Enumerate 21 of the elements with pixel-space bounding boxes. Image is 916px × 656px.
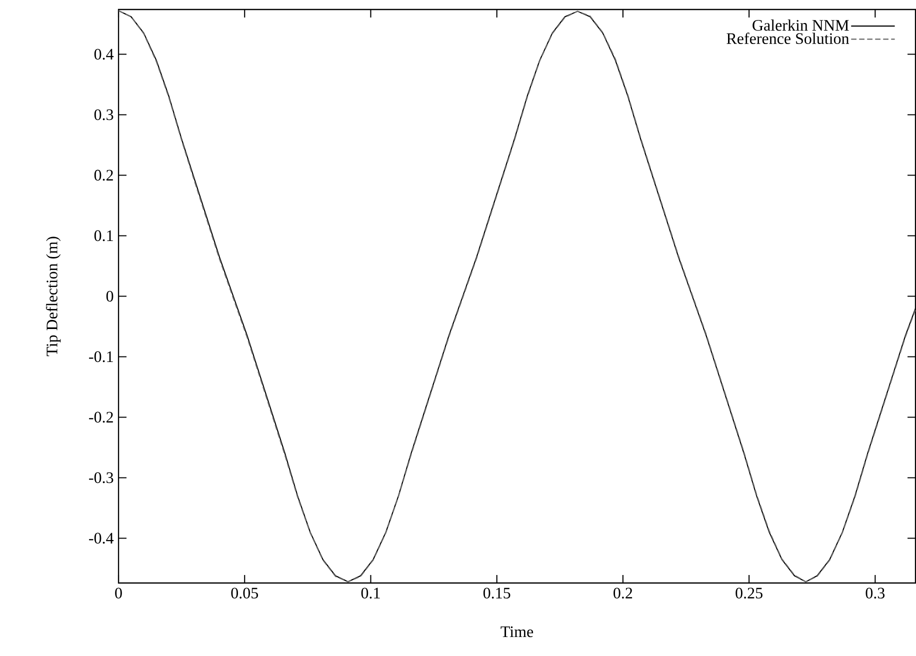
- x-tick-label: 0.3: [866, 588, 885, 599]
- y-tick-label: 0.4: [94, 48, 114, 60]
- y-tick-label: 0: [106, 290, 114, 302]
- x-tick-label: 0.1: [361, 588, 380, 599]
- y-tick-label: -0.3: [89, 472, 114, 484]
- line-series: [118, 10, 916, 582]
- x-tick-label: 0.05: [231, 588, 258, 599]
- x-tick-label: 0.2: [614, 588, 632, 599]
- legend-label: Galerkin NNM: [752, 19, 849, 31]
- x-tick-label: 0.15: [483, 588, 510, 599]
- y-tick-label: -0.2: [89, 412, 113, 423]
- x-axis-title: Time: [500, 626, 534, 638]
- y-tick-label: 0.3: [94, 109, 114, 120]
- y-tick-label: 0.1: [94, 230, 113, 242]
- x-tick-label: 0: [115, 588, 122, 598]
- y-axis-title: Tip Deflection (m): [46, 236, 61, 356]
- y-tick-label: 0.2: [94, 170, 113, 181]
- y-tick-label: -0.1: [89, 351, 113, 362]
- legend-label: Reference Solution: [726, 32, 850, 44]
- y-tick-label: -0.4: [89, 532, 114, 544]
- x-tick-label: 0.25: [736, 588, 762, 599]
